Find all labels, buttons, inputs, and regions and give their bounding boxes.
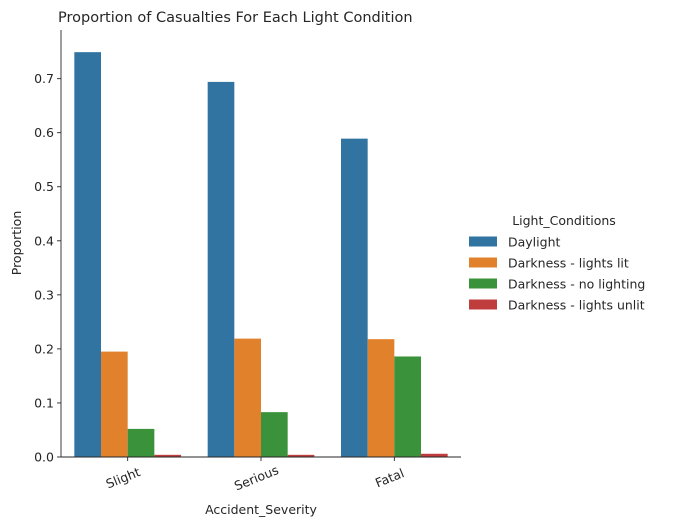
bar <box>261 412 288 457</box>
x-tick-label: Fatal <box>373 465 406 490</box>
legend: Light_Conditions Daylight Darkness - ligh… <box>469 213 645 313</box>
legend-swatch <box>469 299 497 310</box>
x-tick-label: Slight <box>104 464 143 491</box>
legend-swatch <box>469 257 497 268</box>
bar <box>207 81 235 457</box>
y-tick-label: 0.4 <box>34 233 54 248</box>
bar <box>421 453 448 457</box>
bar <box>367 339 395 457</box>
bar <box>287 454 315 457</box>
y-tick-label: 0.7 <box>34 71 54 86</box>
y-tick-label: 0.5 <box>34 179 54 194</box>
bar <box>341 138 368 457</box>
chart-title: Proportion of Casualties For Each Light … <box>58 10 413 26</box>
legend-label: Darkness - lights lit <box>508 256 629 271</box>
bar <box>394 356 421 457</box>
legend-label: Daylight <box>508 235 560 250</box>
legend-swatch <box>469 278 497 289</box>
legend-label: Darkness - lights unlit <box>508 298 645 313</box>
y-tick-label: 0.6 <box>34 125 54 140</box>
bar <box>234 338 261 457</box>
y-tick-label: 0.1 <box>34 395 54 410</box>
bar <box>154 454 181 457</box>
y-tick-label: 0.3 <box>34 287 54 302</box>
legend-label: Darkness - no lighting <box>508 277 645 292</box>
bar <box>74 52 101 457</box>
y-tick-label: 0.0 <box>34 450 54 465</box>
legend-title: Light_Conditions <box>512 213 616 228</box>
bars-group <box>74 52 448 457</box>
bar <box>101 351 128 457</box>
y-tick-label: 0.2 <box>34 341 54 356</box>
x-axis-label: Accident_Severity <box>205 502 317 517</box>
x-tick-label: Serious <box>232 462 281 493</box>
bar <box>127 428 155 457</box>
y-axis-label: Proportion <box>9 211 24 276</box>
legend-swatch <box>469 236 497 247</box>
